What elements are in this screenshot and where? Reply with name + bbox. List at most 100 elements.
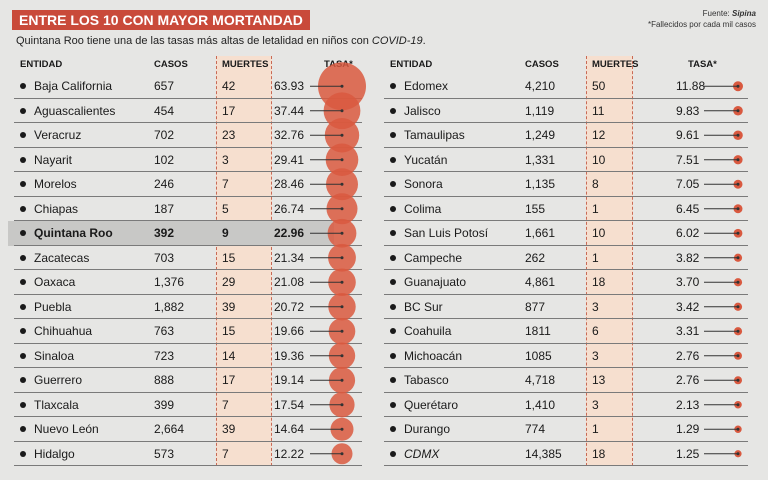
- row-divider: [14, 171, 362, 172]
- tasa-center-dot: [736, 427, 740, 431]
- tasa-center-dot: [340, 354, 344, 358]
- cell-tasa: 14.64: [274, 422, 305, 436]
- tasa-center-dot: [340, 182, 344, 186]
- cell-muertes: 42: [222, 79, 236, 93]
- cell-tasa: 6.45: [676, 201, 700, 216]
- tasa-center-dot: [340, 403, 344, 407]
- tasa-center-dot: [340, 305, 344, 309]
- cell-tasa: 19.66: [274, 324, 305, 338]
- cell-entidad: Jalisco: [404, 103, 441, 118]
- bullet-icon: [390, 401, 396, 408]
- cell-muertes: 12: [592, 128, 606, 142]
- cell-entidad: Durango: [404, 422, 451, 436]
- cell-tasa: 22.96: [274, 226, 305, 240]
- cell-casos: 657: [154, 79, 175, 93]
- table-row: Quintana Roo 392 9 22.96: [8, 221, 370, 246]
- cell-entidad: Quintana Roo: [34, 226, 113, 240]
- bullet-icon: [20, 181, 26, 187]
- cell-tasa: 37.44: [274, 103, 305, 118]
- cell-entidad: Michoacán: [404, 348, 463, 363]
- row-divider: [14, 195, 362, 197]
- table-row: Nuevo León 2,664 39 14.64: [14, 417, 370, 442]
- cell-entidad: Sonora: [404, 177, 443, 191]
- right-table: ENTIDAD CASOS MUERTES TASA* Edomex 4,210 50 11.…: [384, 56, 756, 466]
- bullet-icon: [390, 230, 396, 236]
- cell-muertes: 15: [222, 250, 236, 265]
- cell-entidad: Baja California: [34, 79, 113, 93]
- cell-casos: 774: [525, 422, 546, 436]
- table-row: Hidalgo 573 7 12.22: [14, 442, 370, 466]
- cell-muertes: 23: [222, 128, 236, 142]
- cell-casos: 2,664: [154, 422, 185, 436]
- cell-entidad: Sinaloa: [34, 348, 75, 363]
- cell-muertes: 5: [222, 201, 229, 216]
- header-entidad: ENTIDAD: [20, 59, 63, 70]
- cell-muertes: 1: [592, 201, 599, 216]
- source-note: Fuente: Sipina *Fallecidos por cada mil …: [647, 9, 756, 29]
- table-row: Chiapas 187 5 26.74: [14, 197, 370, 221]
- bullet-icon: [390, 181, 396, 187]
- tasa-center-dot: [340, 133, 344, 137]
- tasa-center-dot: [340, 158, 344, 162]
- row-divider: [14, 318, 362, 319]
- cell-entidad: Morelos: [34, 177, 77, 191]
- cell-tasa: 63.93: [274, 79, 305, 93]
- tasa-center-dot: [736, 231, 740, 235]
- cell-muertes: 29: [222, 275, 236, 289]
- row-divider: [14, 122, 362, 123]
- bullet-icon: [20, 107, 26, 114]
- tasa-center-dot: [340, 452, 344, 456]
- cell-entidad: Zacatecas: [34, 250, 90, 265]
- table-row: Yucatán 1,331 10 7.51: [384, 148, 756, 172]
- muertes-column-bg: [216, 56, 272, 466]
- chart-subtitle: Quintana Roo tiene una de las tasas más …: [16, 35, 426, 47]
- cell-tasa: 3.31: [676, 324, 700, 338]
- cell-muertes: 17: [222, 373, 236, 387]
- table-row: Coahuila 1811 6 3.31: [384, 319, 756, 344]
- cell-tasa: 26.74: [274, 201, 305, 216]
- cell-entidad: Guanajuato: [404, 275, 467, 289]
- cell-tasa: 3.70: [676, 275, 700, 289]
- chart-title: ENTRE LOS 10 CON MAYOR MORTANDAD: [12, 10, 310, 30]
- cell-casos: 399: [154, 397, 175, 412]
- cell-casos: 1,135: [525, 177, 556, 191]
- bullet-icon: [20, 205, 26, 212]
- table-row: CDMX 14,385 18 1.25: [384, 442, 756, 466]
- header-entidad: ENTIDAD: [390, 59, 433, 70]
- cell-tasa: 20.72: [274, 299, 305, 314]
- tasa-center-dot: [340, 207, 344, 211]
- table-row: Aguascalientes 454 17 37.44: [14, 99, 370, 123]
- cell-casos: 262: [525, 250, 546, 265]
- cell-muertes: 50: [592, 79, 606, 93]
- cell-tasa: 3.82: [676, 250, 700, 265]
- bullet-icon: [390, 377, 396, 383]
- bullet-icon: [390, 156, 396, 163]
- tasa-center-dot: [340, 378, 344, 382]
- table-row: Campeche 262 1 3.82: [384, 246, 756, 270]
- cell-casos: 1,331: [525, 152, 556, 167]
- cell-muertes: 1: [592, 422, 599, 436]
- row-divider: [14, 465, 362, 466]
- table-row: Guanajuato 4,861 18 3.70: [384, 270, 756, 295]
- bullet-icon: [390, 107, 396, 114]
- cell-entidad: Veracruz: [34, 128, 82, 142]
- table-row: Jalisco 1,119 11 9.83: [384, 99, 756, 123]
- cell-casos: 573: [154, 446, 175, 461]
- cell-tasa: 1.25: [676, 446, 700, 461]
- table-row: Sonora 1,135 8 7.05: [384, 172, 756, 197]
- cell-tasa: 21.34: [274, 250, 305, 265]
- row-divider: [384, 195, 748, 197]
- cell-tasa: 29.41: [274, 152, 305, 167]
- cell-muertes: 8: [592, 177, 599, 191]
- table-row: Nayarit 102 3 29.41: [14, 148, 370, 172]
- row-divider: [384, 269, 748, 270]
- cell-entidad: Edomex: [404, 79, 449, 93]
- row-divider: [14, 293, 362, 295]
- cell-tasa: 2.76: [676, 373, 700, 387]
- tasa-bubbles: [704, 81, 743, 458]
- row-divider: [14, 244, 362, 246]
- cell-casos: 763: [154, 324, 175, 338]
- cell-muertes: 7: [222, 446, 229, 461]
- cell-entidad: Nayarit: [34, 152, 73, 167]
- bullet-icon: [390, 254, 396, 261]
